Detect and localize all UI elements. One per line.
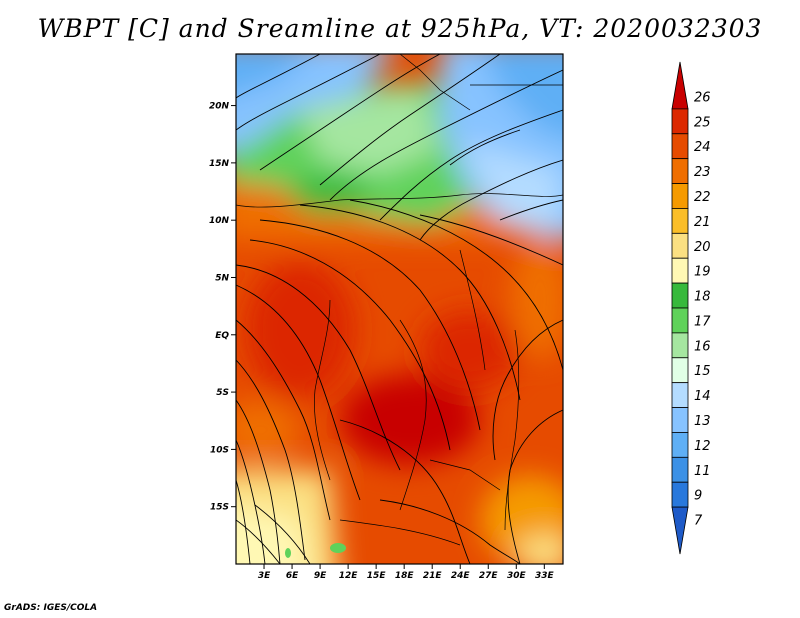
lat-label: 15S [210, 503, 229, 513]
colorbar-label: 21 [694, 215, 711, 230]
colorbar-swatch [671, 257, 689, 284]
colorbar-label: 15 [694, 364, 711, 379]
colorbar-label: 12 [694, 439, 711, 454]
lat-label: 20N [209, 102, 230, 112]
longitude-axis: 3E 6E 9E 12E 15E 18E 21E 24E 27E 30E 33E [258, 564, 555, 581]
lon-label: 6E [286, 571, 299, 581]
lat-label: 5N [215, 273, 229, 283]
colorbar-label: 14 [694, 389, 711, 404]
colorbar-label: 25 [694, 115, 711, 130]
country-borders [236, 54, 563, 546]
map-frame [235, 53, 564, 565]
colorbar-label: 9 [694, 489, 702, 504]
colorbar-swatch [671, 307, 689, 334]
colorbar-swatch [671, 506, 689, 555]
lat-label: EQ [215, 331, 229, 341]
lon-label: 30E [507, 571, 527, 581]
colorbar-label: 19 [694, 265, 711, 280]
colorbar-label: 20 [694, 240, 711, 255]
colorbar-label: 23 [694, 165, 711, 180]
streamlines [236, 54, 563, 564]
lat-label: 10S [210, 445, 229, 455]
colorbar-label: 11 [694, 464, 711, 479]
wbpt-field [236, 54, 563, 564]
colorbar-swatch [671, 481, 689, 508]
colorbar-swatch [671, 158, 689, 184]
lat-label: 5S [216, 388, 229, 398]
colorbar-swatch [671, 357, 689, 384]
colorbar-label: 17 [694, 314, 711, 329]
map-title: WBPT [C] and Sreamline at 925hPa, VT: 20… [37, 14, 763, 43]
lon-label: 27E [479, 571, 499, 581]
colorbar-label: 24 [694, 140, 711, 155]
lon-label: 9E [314, 571, 327, 581]
lon-label: 24E [451, 571, 471, 581]
latitude-axis: 20N 15N 10N 5N EQ 5S 10S 15S [209, 102, 236, 513]
lon-label: 3E [258, 571, 271, 581]
lon-label: 15E [367, 571, 387, 581]
colorbar-swatch [671, 208, 689, 234]
colorbar-label: 18 [694, 290, 711, 305]
lat-label: 10N [209, 216, 230, 226]
lon-label: 18E [395, 571, 415, 581]
colorbar-swatch [671, 456, 689, 483]
colorbar-swatch [671, 432, 689, 458]
colorbar-swatch [671, 232, 689, 259]
lat-label: 15N [209, 159, 230, 169]
colorbar-swatch [671, 133, 689, 160]
colorbar-label: 22 [694, 190, 711, 205]
colorbar-label: 16 [694, 339, 711, 354]
lon-label: 33E [535, 571, 555, 581]
grads-credit: GrADS: IGES/COLA [4, 603, 98, 613]
colorbar-swatch [671, 61, 689, 110]
colorbar-swatch [671, 282, 689, 309]
colorbar-label: 13 [694, 414, 711, 429]
colorbar-swatch [671, 407, 689, 433]
lon-label: 12E [339, 571, 359, 581]
colorbar-swatch [671, 382, 689, 408]
colorbar-label: 26 [694, 90, 711, 105]
colorbar-swatch [671, 332, 689, 359]
lon-label: 21E [423, 571, 443, 581]
colorbar-swatch [671, 183, 689, 209]
colorbar-swatch [671, 108, 689, 135]
colorbar-label: 7 [694, 514, 703, 529]
